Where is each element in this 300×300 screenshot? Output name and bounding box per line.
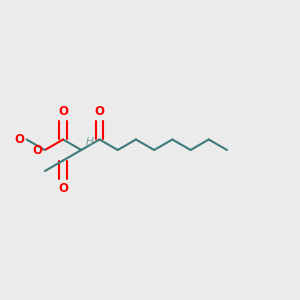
Text: O: O <box>94 105 104 118</box>
Text: O: O <box>33 143 43 157</box>
Text: H: H <box>86 137 94 147</box>
Text: O: O <box>58 105 68 118</box>
Text: O: O <box>14 133 24 146</box>
Text: O: O <box>58 182 68 195</box>
